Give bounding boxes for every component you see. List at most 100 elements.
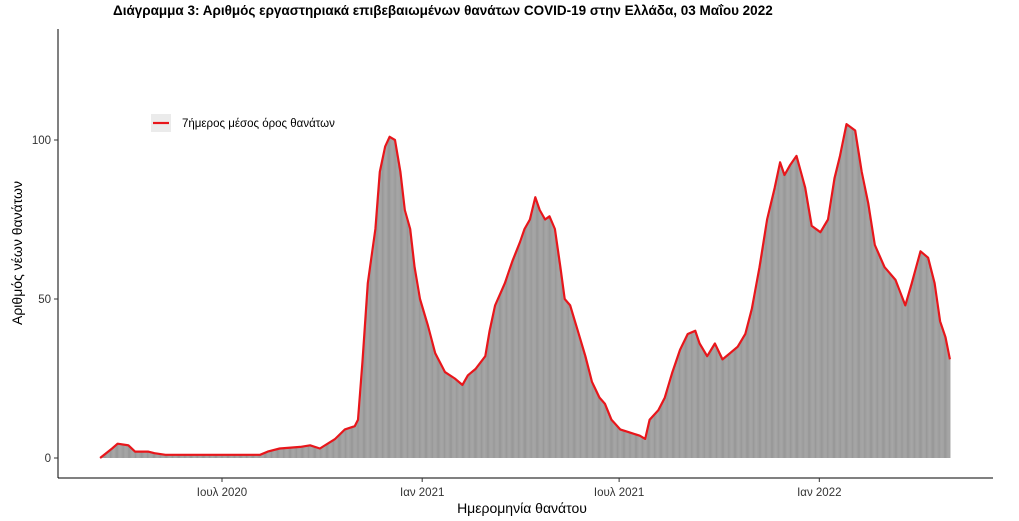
- bar: [304, 446, 306, 458]
- bar: [308, 445, 310, 458]
- bar: [439, 361, 441, 458]
- bar: [723, 358, 725, 458]
- bar: [410, 238, 412, 458]
- bar: [509, 267, 511, 458]
- bar: [313, 446, 316, 458]
- bar: [287, 447, 289, 458]
- bar: [734, 348, 737, 458]
- bar: [444, 372, 446, 458]
- bar: [715, 345, 717, 458]
- bar: [937, 306, 939, 458]
- bar: [236, 454, 238, 458]
- bar: [535, 200, 537, 459]
- chart-title: Διάγραμμα 3: Αριθμός εργαστηριακά επιβεβ…: [113, 3, 773, 18]
- bar: [187, 454, 189, 458]
- bar: [724, 357, 726, 458]
- bar: [876, 249, 878, 458]
- bar: [484, 356, 486, 458]
- bar: [880, 259, 882, 458]
- bar: [800, 171, 802, 459]
- bar: [384, 146, 386, 459]
- bar: [367, 283, 369, 458]
- bar: [239, 454, 242, 458]
- bar: [288, 447, 291, 458]
- bar: [780, 165, 782, 458]
- bar: [917, 259, 919, 458]
- bar: [338, 434, 341, 458]
- bar: [693, 331, 695, 458]
- bar: [557, 251, 559, 458]
- bar: [467, 375, 469, 458]
- bar: [874, 244, 876, 458]
- bar: [452, 377, 454, 458]
- bar: [229, 454, 231, 458]
- bar: [291, 447, 293, 458]
- bar: [369, 267, 371, 458]
- bar: [150, 452, 152, 459]
- bar: [493, 310, 495, 458]
- bar: [237, 454, 239, 458]
- bar: [946, 342, 948, 459]
- bar: [887, 271, 889, 458]
- bar: [650, 418, 652, 458]
- bar: [893, 278, 895, 458]
- bars-group: [99, 124, 951, 459]
- bar: [922, 253, 924, 458]
- bar: [773, 192, 775, 459]
- bar: [139, 451, 141, 458]
- bar: [355, 424, 357, 458]
- bar: [771, 196, 774, 459]
- bar: [516, 249, 518, 458]
- bar: [112, 447, 114, 458]
- bar: [711, 348, 713, 458]
- bar: [131, 448, 133, 458]
- bar: [164, 454, 166, 458]
- bar: [701, 347, 703, 458]
- bar: [901, 296, 903, 458]
- bar: [393, 139, 395, 459]
- bar: [913, 275, 915, 458]
- bar: [914, 271, 916, 458]
- bar: [218, 454, 220, 458]
- bar: [799, 167, 801, 458]
- bar: [136, 451, 138, 458]
- bar: [929, 266, 931, 458]
- bar: [755, 284, 757, 458]
- bar: [155, 453, 157, 458]
- bar: [519, 241, 521, 458]
- bar: [375, 214, 378, 458]
- bar: [694, 330, 696, 458]
- y-tick-label: 50: [38, 294, 51, 306]
- bar: [275, 449, 277, 458]
- bar: [749, 317, 751, 458]
- bar: [733, 349, 735, 458]
- bar: [813, 227, 815, 458]
- bar: [627, 431, 629, 458]
- bar: [671, 372, 673, 458]
- bar: [882, 264, 885, 458]
- bar: [539, 209, 541, 458]
- bar: [924, 254, 926, 458]
- bar: [274, 449, 276, 458]
- bar: [142, 451, 144, 458]
- bar: [440, 363, 442, 458]
- bar: [838, 160, 840, 458]
- bar: [429, 332, 431, 458]
- bar: [938, 313, 940, 458]
- bar: [221, 454, 223, 458]
- bar: [840, 150, 842, 458]
- bar: [418, 292, 420, 458]
- bar: [322, 446, 324, 458]
- bar: [193, 454, 195, 458]
- bar: [892, 277, 894, 458]
- bar: [532, 206, 534, 458]
- bar: [862, 177, 864, 458]
- bar: [436, 357, 438, 458]
- bar: [610, 419, 613, 458]
- bar: [768, 210, 770, 458]
- bar: [125, 444, 127, 458]
- bar: [867, 203, 869, 458]
- bar: [197, 454, 199, 458]
- bar: [200, 454, 202, 458]
- bar: [788, 167, 790, 458]
